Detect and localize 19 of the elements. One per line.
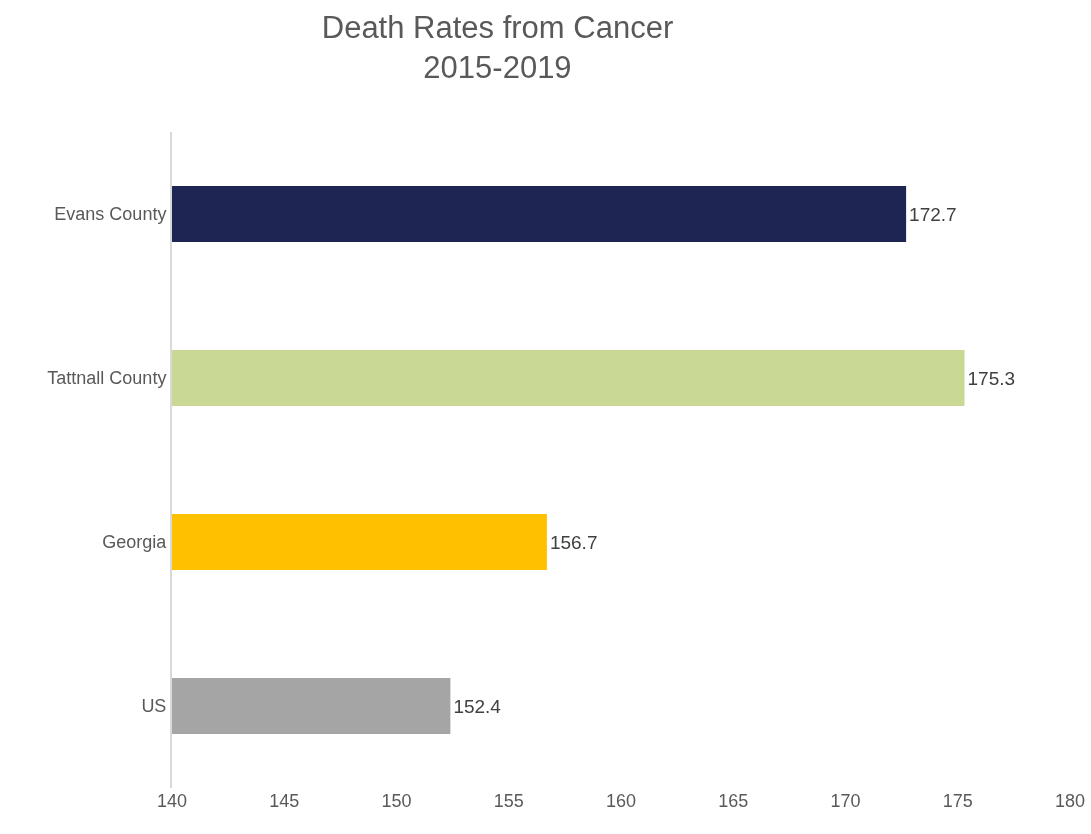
chart-title: Death Rates from Cancer <box>321 9 674 45</box>
y-tick-label: US <box>141 696 167 717</box>
y-tick-label: Evans County <box>54 204 167 225</box>
chart-subtitle: 2015-2019 <box>423 49 572 85</box>
x-tick-label: 165 <box>718 791 749 811</box>
x-tick-label: 160 <box>605 791 637 811</box>
y-tick-label: Tattnall County <box>47 368 167 389</box>
data-label: 172.7 <box>909 203 957 225</box>
y-tick-label: Georgia <box>102 532 168 553</box>
x-tick-label: 175 <box>942 791 973 811</box>
x-tick-label: 170 <box>830 791 861 811</box>
x-tick-label: 155 <box>493 791 524 811</box>
data-label: 156.7 <box>549 531 598 553</box>
x-tick-label: 145 <box>269 791 300 811</box>
x-tick-label: 180 <box>1054 791 1086 811</box>
data-label: 152.4 <box>453 695 502 717</box>
data-label: 175.3 <box>967 367 1016 389</box>
x-tick-label: 150 <box>381 791 412 811</box>
x-tick-label: 140 <box>156 791 188 811</box>
